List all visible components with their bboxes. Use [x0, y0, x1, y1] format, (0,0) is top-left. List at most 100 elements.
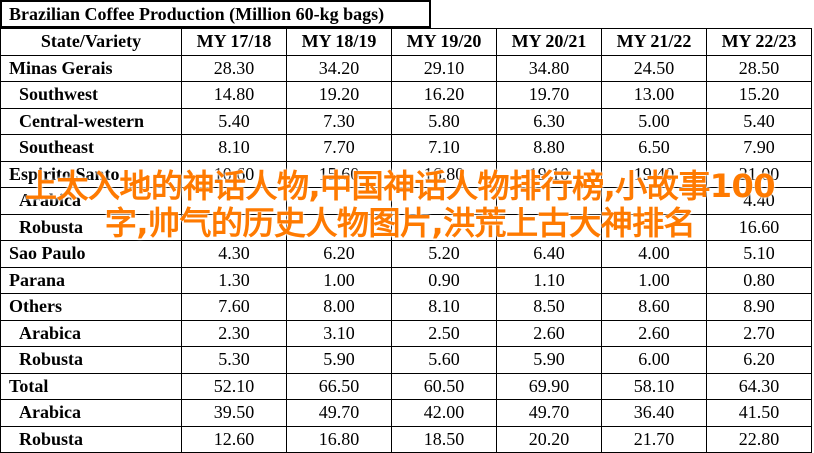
- table-cell: 6.30: [496, 107, 602, 135]
- table-row: Sao Paulo 4.30 6.20 5.20 6.40 4.00 5.10: [0, 240, 812, 268]
- table-cell: 14.80: [181, 81, 287, 109]
- row-label: Arabica: [0, 399, 182, 427]
- table-cell: 19.10: [496, 160, 602, 188]
- table-cell: 7.10: [391, 134, 497, 162]
- table-cell: 41.50: [706, 399, 812, 427]
- table-cell: 36.40: [601, 399, 707, 427]
- table-cell: 2.60: [601, 319, 707, 347]
- table-cell: 8.50: [496, 293, 602, 321]
- table-title: Brazilian Coffee Production (Million 60-…: [0, 0, 431, 28]
- table-cell: 5.20: [391, 240, 497, 268]
- table-cell: 5.90: [496, 346, 602, 374]
- table-cell: 2.70: [706, 319, 812, 347]
- table-cell: 1.00: [286, 266, 392, 294]
- table-row: Others 7.60 8.00 8.10 8.50 8.60 8.90: [0, 293, 812, 321]
- table-cell: 28.30: [181, 54, 287, 82]
- table-cell: 5.90: [286, 346, 392, 374]
- table-cell: 22.80: [706, 425, 812, 453]
- table-cell: 1.30: [181, 266, 287, 294]
- table-cell: [601, 187, 707, 215]
- table-cell: 5.30: [181, 346, 287, 374]
- table-row: Total 52.10 66.50 60.50 69.90 58.10 64.30: [0, 372, 812, 400]
- table-cell: 5.40: [706, 107, 812, 135]
- table-cell: 7.60: [181, 293, 287, 321]
- table-cell: 5.60: [391, 346, 497, 374]
- table-cell: 7.90: [706, 134, 812, 162]
- table-cell: 66.50: [286, 372, 392, 400]
- table-row: Espirito Santo 10.60 15.60 16.80 19.10 19.40 2…: [0, 160, 812, 188]
- row-label: Espirito Santo: [0, 160, 182, 188]
- row-label: Sao Paulo: [0, 240, 182, 268]
- table-cell: 5.00: [601, 107, 707, 135]
- table-cell: 16.80: [286, 425, 392, 453]
- table-cell: 1.00: [601, 266, 707, 294]
- header-cell: MY 22/23: [706, 28, 812, 56]
- table-cell: 4.40: [706, 187, 812, 215]
- table-cell: 16.20: [391, 81, 497, 109]
- table-cell: 49.70: [286, 399, 392, 427]
- table-cell: [286, 213, 392, 241]
- table-cell: 52.10: [181, 372, 287, 400]
- table-cell: 4.00: [601, 240, 707, 268]
- table-cell: 24.50: [601, 54, 707, 82]
- table-row: Arabica 2.30 3.10 2.50 2.60 2.60 2.70: [0, 319, 812, 347]
- table-cell: 2.30: [181, 319, 287, 347]
- table-cell: 8.00: [286, 293, 392, 321]
- table-cell: 34.20: [286, 54, 392, 82]
- table-cell: 8.80: [496, 134, 602, 162]
- table-cell: 1.10: [496, 266, 602, 294]
- table-row: Southeast 8.10 7.70 7.10 8.80 6.50 7.90: [0, 134, 812, 162]
- table-cell: 8.60: [601, 293, 707, 321]
- row-label: Robusta: [0, 346, 182, 374]
- table-row: Robusta 12.60 16.80 18.50 20.20 21.70 22.80: [0, 425, 812, 453]
- header-cell: State/Variety: [0, 28, 182, 56]
- table-cell: 0.80: [706, 266, 812, 294]
- row-label: Robusta: [0, 213, 182, 241]
- coffee-production-table: State/Variety MY 17/18 MY 18/19 MY 19/20…: [0, 28, 812, 453]
- table-cell: 8.10: [391, 293, 497, 321]
- row-label: Southeast: [0, 134, 182, 162]
- row-label: Parana: [0, 266, 182, 294]
- table-cell: 5.80: [391, 107, 497, 135]
- header-cell: MY 18/19: [286, 28, 392, 56]
- table-cell: 0.90: [391, 266, 497, 294]
- table-cell: 5.10: [706, 240, 812, 268]
- table-cell: 19.70: [496, 81, 602, 109]
- table-cell: 12.60: [181, 425, 287, 453]
- table-cell: 39.50: [181, 399, 287, 427]
- table-cell: 6.20: [706, 346, 812, 374]
- header-cell: MY 20/21: [496, 28, 602, 56]
- table-cell: 64.30: [706, 372, 812, 400]
- table-cell: 34.80: [496, 54, 602, 82]
- table-cell: 3.10: [286, 319, 392, 347]
- table-cell: 2.60: [496, 319, 602, 347]
- table-cell: 6.20: [286, 240, 392, 268]
- table-cell: 4.30: [181, 240, 287, 268]
- header-cell: MY 21/22: [601, 28, 707, 56]
- table-row: Southwest 14.80 19.20 16.20 19.70 13.00 15.20: [0, 81, 812, 109]
- table-cell: [496, 187, 602, 215]
- row-label: Central-western: [0, 107, 182, 135]
- row-label: Others: [0, 293, 182, 321]
- table-cell: 6.00: [601, 346, 707, 374]
- table-cell: 5.40: [181, 107, 287, 135]
- table-cell: 16.60: [706, 213, 812, 241]
- table-cell: [391, 213, 497, 241]
- table-cell: 42.00: [391, 399, 497, 427]
- table-cell: 7.70: [286, 134, 392, 162]
- header-row: State/Variety MY 17/18 MY 18/19 MY 19/20…: [0, 28, 812, 56]
- table-row: Central-western 5.40 7.30 5.80 6.30 5.00 5.40: [0, 107, 812, 135]
- table-cell: [181, 213, 287, 241]
- table-cell: 58.10: [601, 372, 707, 400]
- table-cell: [601, 213, 707, 241]
- row-label: Total: [0, 372, 182, 400]
- table-cell: 21.00: [706, 160, 812, 188]
- table-cell: 8.10: [181, 134, 287, 162]
- table-row: Arabica 39.50 49.70 42.00 49.70 36.40 41.50: [0, 399, 812, 427]
- table-cell: 29.10: [391, 54, 497, 82]
- table-cell: 15.20: [706, 81, 812, 109]
- table-cell: 19.40: [601, 160, 707, 188]
- table-cell: 6.50: [601, 134, 707, 162]
- table-cell: 28.50: [706, 54, 812, 82]
- table-cell: [286, 187, 392, 215]
